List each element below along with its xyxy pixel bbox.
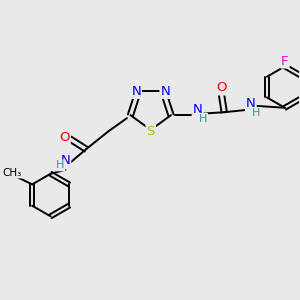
Text: O: O	[216, 82, 226, 94]
Text: N: N	[193, 103, 202, 116]
Text: N: N	[246, 98, 256, 110]
Text: F: F	[281, 55, 289, 68]
Text: N: N	[61, 154, 70, 166]
Text: H: H	[252, 108, 260, 118]
Text: N: N	[160, 85, 170, 98]
Text: N: N	[131, 85, 141, 98]
Text: H: H	[199, 114, 207, 124]
Text: H: H	[56, 160, 64, 170]
Text: S: S	[146, 125, 155, 138]
Text: O: O	[59, 131, 70, 144]
Text: CH₃: CH₃	[3, 168, 22, 178]
